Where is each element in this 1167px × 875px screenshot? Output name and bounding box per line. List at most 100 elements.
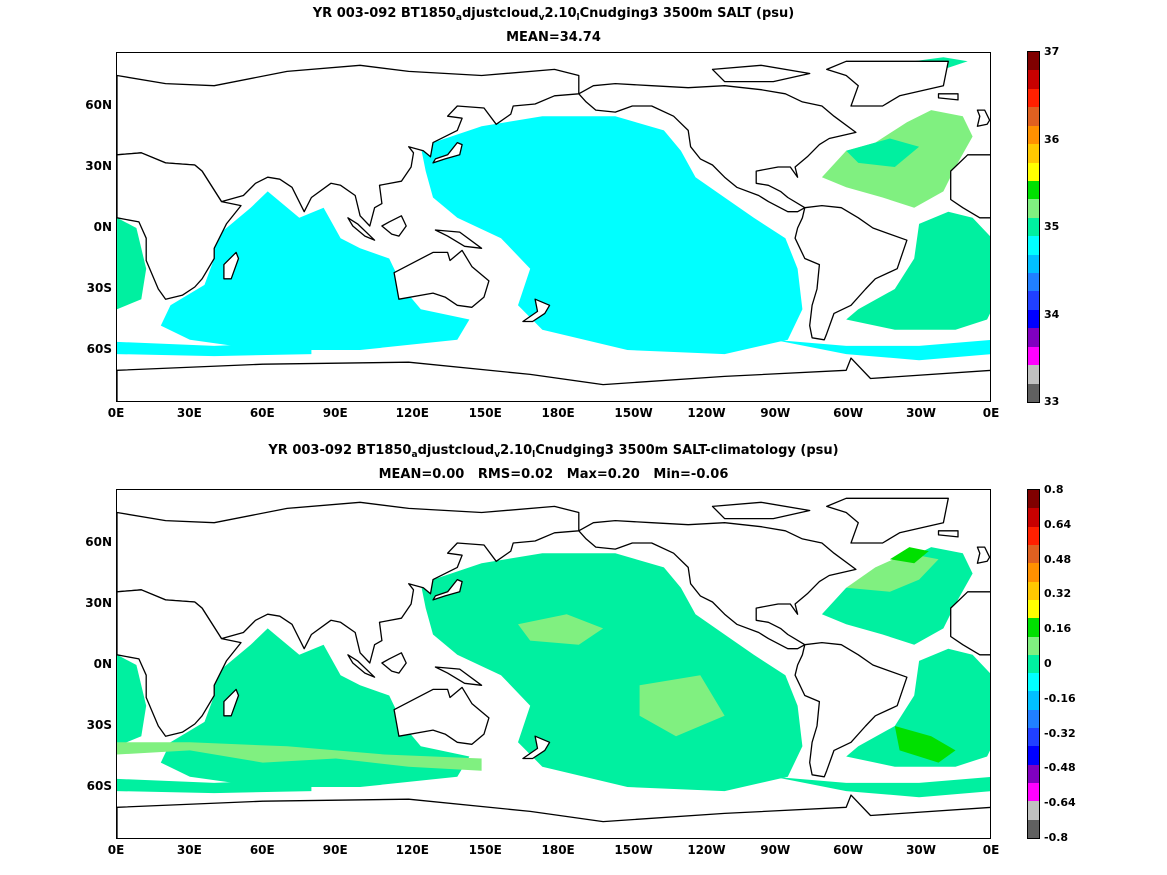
land-japan [432,578,463,601]
land-alaska_arctic_isles [711,64,811,83]
y-tick-label: 0N [93,220,112,234]
y-tick-label: 60N [85,98,112,112]
land-westafrica [950,591,990,656]
colorbar-tick-label: 35 [1044,220,1060,233]
colorbar-segment [1028,709,1039,729]
colorbar-segment [1028,107,1039,127]
colorbar-segment [1028,526,1039,546]
land-sumatra [347,654,376,678]
land-greenland [826,497,949,544]
land-africa [117,152,242,300]
colorbar-tick-label: 37 [1044,45,1060,58]
land-madagascar [223,688,240,717]
top-continents [117,60,990,401]
x-tick-label: 30W [906,406,937,420]
colorbar-tick-label: 0.32 [1044,587,1072,601]
colorbar-segment [1028,309,1039,329]
colorbar-tick-label: 0.8 [1044,483,1064,496]
top-panel-stats: MEAN=34.74 [506,30,601,45]
land-samerica [794,204,908,341]
colorbar-segment [1028,783,1039,802]
colorbar-segment [1028,728,1039,747]
land-eurasia [117,64,580,227]
x-tick-label: 90E [322,406,348,420]
x-tick-label: 120W [687,406,726,420]
bottom-panel-title: YR 003-092 BT1850adjustcloudv2.10lCnudgi… [268,443,839,460]
land-alaska_arctic_isles [711,501,811,520]
land-borneo [381,652,407,674]
land-australia [393,249,490,308]
bottom-ocean-field [117,547,990,798]
x-tick-label: 150E [468,406,502,420]
bottom-anomaly-map [116,489,991,839]
y-tick-label: 60S [86,342,112,356]
colorbar-tick-label: 0 [1044,657,1052,670]
y-tick-label: 30N [85,159,112,173]
colorbar-tick-label: -0.32 [1044,726,1076,740]
x-tick-label: 120E [395,843,429,857]
x-tick-label: 60E [249,406,275,420]
colorbar-segment [1028,819,1039,839]
x-tick-label: 60W [833,843,864,857]
land-eurasia [117,501,580,664]
bottom-panel-stats: MEAN=0.00 RMS=0.02 Max=0.20 Min=-0.06 [378,467,729,482]
colorbar-segment [1028,544,1039,564]
land-nz [522,735,551,760]
sat-high-patch [894,726,956,763]
y-tick-label: 30N [85,596,112,610]
southern-indian-patch [117,341,312,357]
pacific-ocean-patch [420,116,803,355]
land-uk [976,109,990,127]
land-samerica [794,641,908,778]
colorbar-segment [1028,490,1039,509]
colorbar-segment [1028,654,1039,674]
colorbar-tick-label: 34 [1044,307,1060,321]
x-tick-label: 90W [760,406,791,420]
colorbar-tick-label: 36 [1044,132,1060,146]
land-nz [522,298,551,323]
colorbar-segment [1028,88,1039,108]
east-atlantic-patch [117,217,147,310]
y-tick-label: 60N [85,535,112,549]
colorbar-tick-label: 0.48 [1044,552,1072,566]
x-tick-label: 180E [541,843,575,857]
colorbar-tick-label: -0.48 [1044,761,1076,775]
npac-positive-patch [518,614,604,645]
colorbar-segment [1028,217,1039,237]
bottom-continents [117,497,990,838]
colorbar-tick-label: -0.8 [1044,831,1069,844]
x-tick-label: 150W [614,843,653,857]
colorbar-segment [1028,273,1039,292]
colorbar-segment [1028,254,1039,274]
y-tick-label: 0N [93,657,112,671]
colorbar-segment [1028,365,1039,385]
colorbar-segment [1028,144,1039,163]
spac-positive-patch [639,675,725,737]
x-tick-label: 0E [107,843,125,857]
x-tick-label: 30E [176,843,202,857]
southern-ocean-patch [773,339,990,361]
pacific-ocean-patch [420,553,803,792]
x-tick-label: 90W [760,843,791,857]
south-atlantic-patch [846,648,990,767]
colorbar-segment [1028,618,1039,638]
bottom-map-svg [117,497,990,838]
nw-atlantic-patch [846,138,920,167]
colorbar-segment [1028,291,1039,311]
land-iceland [937,93,959,101]
x-tick-label: 0E [107,406,125,420]
colorbar-strip [1027,51,1040,403]
colorbar-segment [1028,383,1039,403]
colorbar-segment [1028,346,1039,366]
colorbar-segment [1028,236,1039,256]
colorbar-segment [1028,199,1039,219]
colorbar-segment [1028,636,1039,656]
x-tick-label: 120W [687,843,726,857]
indian-ocean-patch [160,191,470,350]
north-atlantic-patch [821,547,973,645]
x-tick-label: 180E [541,406,575,420]
colorbar-segment [1028,52,1039,71]
land-iceland [937,530,959,538]
x-tick-label: 90E [322,843,348,857]
x-tick-label: 60E [249,843,275,857]
